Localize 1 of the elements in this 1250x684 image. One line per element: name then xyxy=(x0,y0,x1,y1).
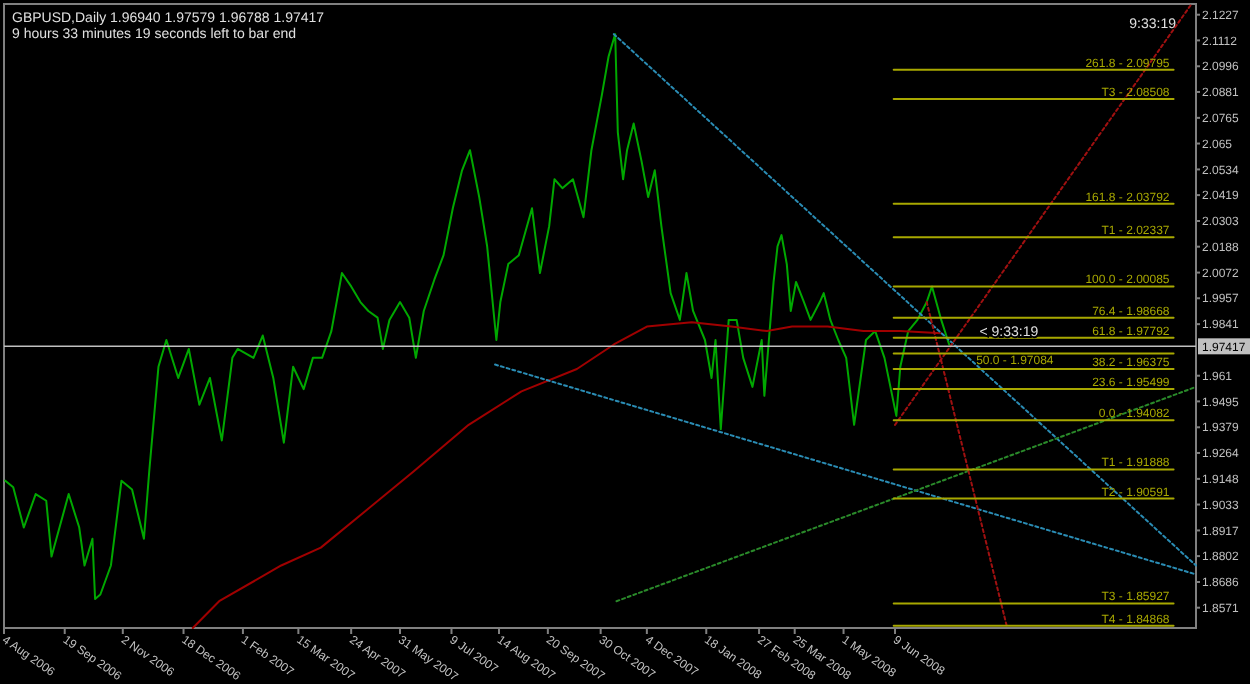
line-series xyxy=(191,321,943,629)
